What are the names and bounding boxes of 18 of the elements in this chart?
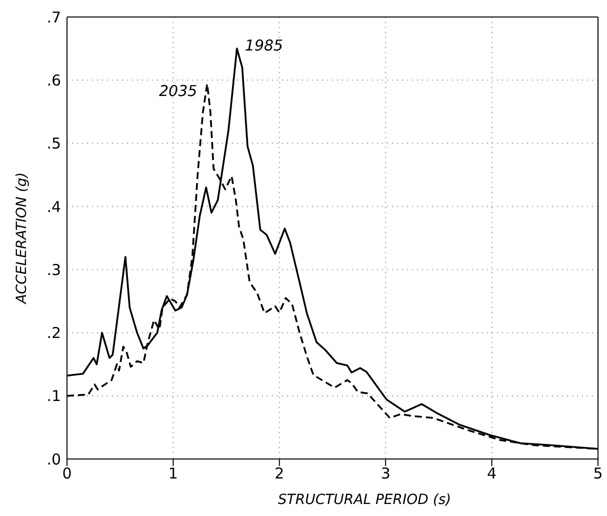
- x-tick-label: 4: [487, 464, 497, 483]
- y-tick-label: .0: [46, 450, 61, 468]
- x-tick-label: 0: [62, 464, 72, 483]
- y-tick-label: .4: [46, 198, 61, 216]
- y-tick-label: .5: [46, 134, 61, 153]
- x-tick-label: 3: [380, 464, 390, 483]
- y-axis-title: ACCELERATION (g): [14, 172, 30, 305]
- y-tick-label: .1: [46, 387, 61, 406]
- y-tick-label: .6: [46, 71, 61, 90]
- x-tick-label: 1: [168, 464, 178, 483]
- series-label: 1985: [244, 36, 284, 55]
- x-axis-title: STRUCTURAL PERIOD (s): [278, 492, 452, 508]
- series-label: 2035: [158, 82, 198, 100]
- y-tick-label: .2: [46, 324, 61, 342]
- x-tick-label: 2: [274, 464, 284, 483]
- y-tick-label: .7: [46, 8, 61, 26]
- x-tick-label: 5: [593, 464, 603, 483]
- y-tick-label: .3: [46, 260, 61, 279]
